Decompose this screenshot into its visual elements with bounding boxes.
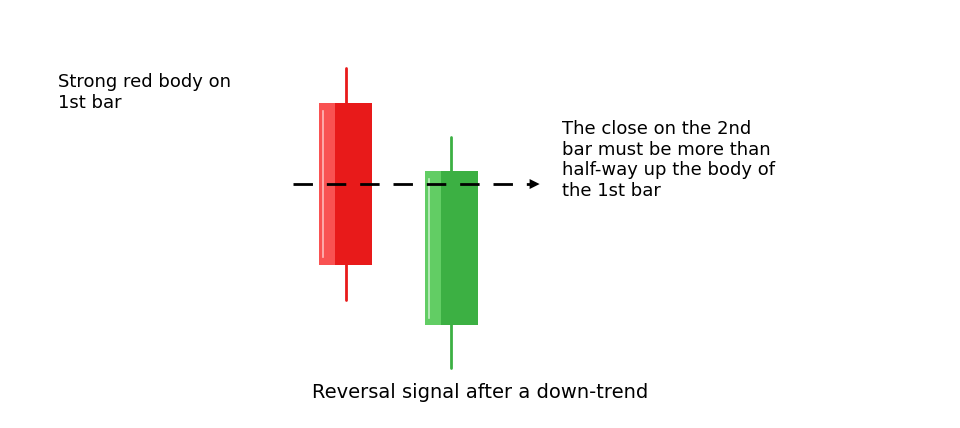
Bar [424, 171, 477, 325]
Bar [424, 171, 441, 325]
Text: Strong red body on
1st bar: Strong red body on 1st bar [58, 73, 230, 112]
Bar [319, 103, 335, 265]
Bar [319, 103, 372, 265]
Text: The close on the 2nd
bar must be more than
half-way up the body of
the 1st bar: The close on the 2nd bar must be more th… [562, 120, 775, 200]
Text: Reversal signal after a down-trend: Reversal signal after a down-trend [312, 383, 648, 402]
